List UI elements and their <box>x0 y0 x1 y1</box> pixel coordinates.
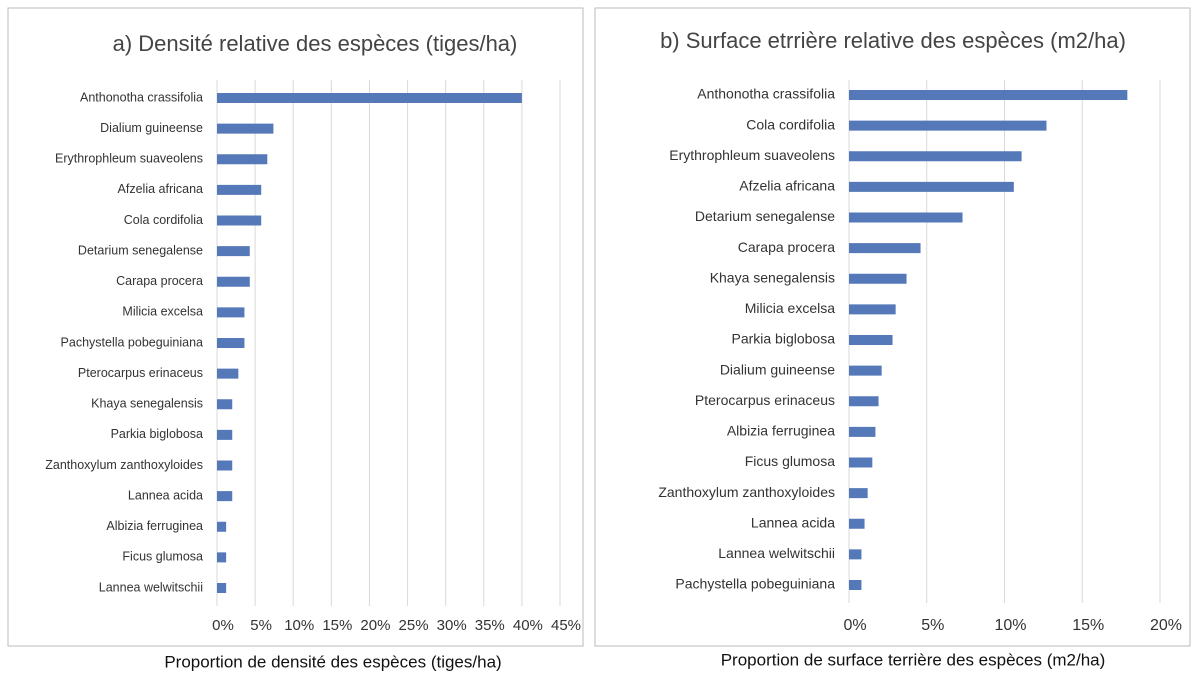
bar <box>217 429 233 440</box>
y-tick-label: Detarium senegalense <box>78 243 203 257</box>
y-tick-label: Carapa procera <box>116 274 203 288</box>
y-tick-label: Afzelia africana <box>118 182 204 196</box>
y-tick-label: Ficus glumosa <box>122 550 203 564</box>
bar <box>849 365 882 376</box>
y-tick-label: Pachystella pobeguiniana <box>61 335 204 349</box>
y-tick-label: Lannea welwitschii <box>718 545 835 561</box>
x-tick-label: 0% <box>212 617 234 634</box>
x-tick-label: 15% <box>1072 617 1104 634</box>
y-tick-label: Pterocarpus erinaceus <box>695 392 835 408</box>
bar <box>217 154 268 165</box>
bar <box>217 307 245 318</box>
bar <box>217 184 262 195</box>
chart-title: a) Densité relative des espèces (tiges/h… <box>113 31 518 56</box>
chart-title: b) Surface etrrière relative des espèces… <box>660 28 1126 53</box>
x-tick-label: 40% <box>513 617 543 634</box>
y-tick-label: Lannea welwitschii <box>99 580 203 594</box>
x-tick-label: 10% <box>994 617 1026 634</box>
bar <box>217 460 233 471</box>
y-tick-label: Carapa procera <box>738 239 835 255</box>
bar <box>217 368 239 379</box>
bar <box>217 215 262 226</box>
y-tick-label: Khaya senegalensis <box>91 397 203 411</box>
x-tick-label: 25% <box>399 617 429 634</box>
bar <box>849 120 1047 131</box>
bar <box>849 151 1022 162</box>
bar <box>849 304 896 315</box>
bar <box>849 549 862 560</box>
y-tick-label: Pachystella pobeguiniana <box>675 576 835 592</box>
bar <box>849 273 907 284</box>
bar <box>849 580 862 590</box>
y-tick-label: Khaya senegalensis <box>710 269 835 285</box>
y-tick-label: Zanthoxylum zanthoxyloides <box>658 484 835 500</box>
bar <box>849 90 1128 100</box>
bar <box>849 518 865 529</box>
bar <box>849 212 963 223</box>
y-tick-label: Pterocarpus erinaceus <box>78 366 203 380</box>
x-tick-label: 20% <box>360 617 390 634</box>
bar <box>217 399 233 410</box>
y-tick-label: Milicia excelsa <box>745 300 835 316</box>
y-tick-label: Anthonotha crassifolia <box>697 86 835 102</box>
y-tick-label: Detarium senegalense <box>695 208 835 224</box>
y-tick-label: Lannea acida <box>128 488 203 502</box>
y-tick-label: Anthonotha crassifolia <box>80 90 203 104</box>
bar <box>849 457 873 468</box>
bar <box>217 552 227 563</box>
x-tick-label: 45% <box>551 617 581 634</box>
panel-b <box>594 7 1191 647</box>
y-tick-label: Cola cordifolia <box>124 213 203 227</box>
y-tick-label: Parkia biglobosa <box>731 331 835 347</box>
y-tick-label: Ficus glumosa <box>745 453 835 469</box>
bar <box>217 276 250 287</box>
panel-a <box>7 7 584 647</box>
x-axis-label: Proportion de surface terrière des espèc… <box>721 650 1106 669</box>
bar <box>849 335 893 345</box>
y-tick-label: Dialium guineense <box>100 121 203 135</box>
x-tick-label: 30% <box>437 617 467 634</box>
y-tick-label: Milicia excelsa <box>122 305 203 319</box>
x-tick-label: 15% <box>322 617 352 634</box>
y-tick-label: Lannea acida <box>751 514 835 530</box>
x-tick-label: 35% <box>475 617 505 634</box>
y-tick-label: Albizia ferruginea <box>727 423 835 439</box>
x-tick-label: 20% <box>1150 617 1182 634</box>
y-tick-label: Erythrophleum suaveolens <box>55 152 203 166</box>
bar <box>217 93 522 103</box>
x-axis-label: Proportion de densité des espèces (tiges… <box>164 652 501 671</box>
y-tick-label: Albizia ferruginea <box>106 519 203 533</box>
x-tick-label: 0% <box>843 617 866 634</box>
y-tick-label: Parkia biglobosa <box>111 427 203 441</box>
bar <box>217 338 245 348</box>
bar <box>217 246 250 257</box>
y-tick-label: Afzelia africana <box>739 178 835 194</box>
bar <box>849 488 868 499</box>
bar <box>849 243 921 254</box>
bar <box>217 123 274 134</box>
x-tick-label: 10% <box>284 617 314 634</box>
bar <box>217 491 233 502</box>
bar <box>217 583 227 593</box>
bar <box>217 521 227 532</box>
y-tick-label: Dialium guineense <box>720 361 835 377</box>
y-tick-label: Cola cordifolia <box>746 116 835 132</box>
x-tick-label: 5% <box>921 617 944 634</box>
y-tick-label: Erythrophleum suaveolens <box>669 147 835 163</box>
bar <box>849 426 876 437</box>
bar <box>849 396 879 407</box>
bar <box>849 181 1014 192</box>
x-tick-label: 5% <box>250 617 272 634</box>
y-tick-label: Zanthoxylum zanthoxyloides <box>45 458 203 472</box>
